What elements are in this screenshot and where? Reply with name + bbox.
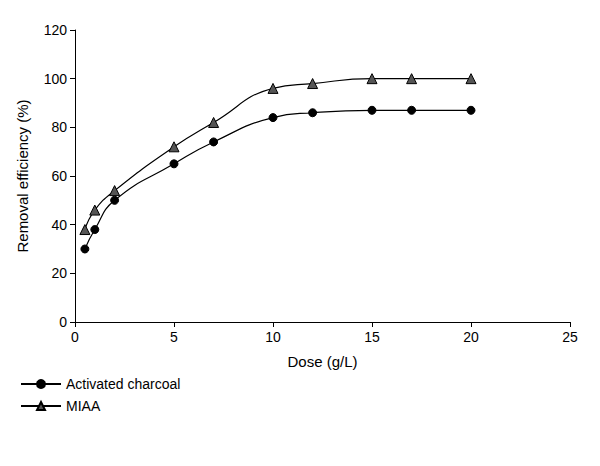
svg-text:20: 20	[463, 329, 479, 345]
svg-text:80: 80	[51, 119, 67, 135]
svg-text:25: 25	[562, 329, 578, 345]
svg-text:5: 5	[170, 329, 178, 345]
svg-text:15: 15	[364, 329, 380, 345]
svg-text:40: 40	[51, 217, 67, 233]
svg-text:0: 0	[59, 314, 67, 330]
svg-text:100: 100	[44, 71, 68, 87]
svg-text:Removal efficiency (%): Removal efficiency (%)	[14, 99, 31, 252]
svg-text:60: 60	[51, 168, 67, 184]
svg-text:20: 20	[51, 265, 67, 281]
svg-text:Dose (g/L): Dose (g/L)	[287, 353, 357, 370]
svg-text:Activated charcoal: Activated charcoal	[66, 376, 180, 392]
svg-text:MIAA: MIAA	[66, 398, 101, 414]
svg-text:120: 120	[44, 22, 68, 38]
svg-text:10: 10	[265, 329, 281, 345]
svg-text:0: 0	[71, 329, 79, 345]
